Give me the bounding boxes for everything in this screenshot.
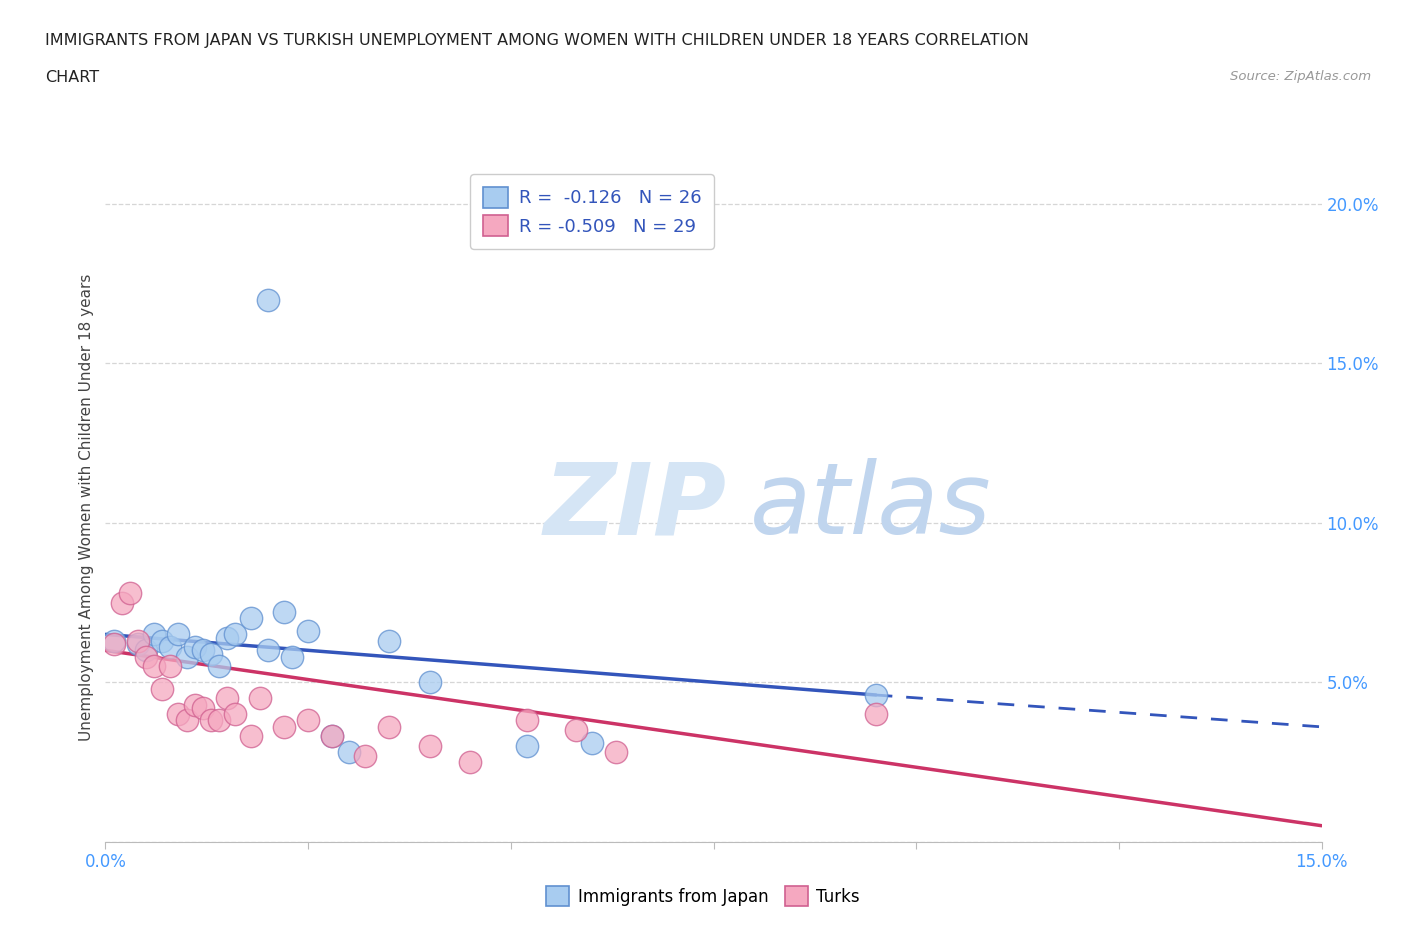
Point bbox=[224, 627, 246, 642]
Point bbox=[208, 713, 231, 728]
Point bbox=[378, 720, 401, 735]
Legend: Immigrants from Japan, Turks: Immigrants from Japan, Turks bbox=[540, 880, 866, 912]
Point bbox=[167, 627, 190, 642]
Text: IMMIGRANTS FROM JAPAN VS TURKISH UNEMPLOYMENT AMONG WOMEN WITH CHILDREN UNDER 18: IMMIGRANTS FROM JAPAN VS TURKISH UNEMPLO… bbox=[45, 33, 1029, 47]
Point bbox=[865, 707, 887, 722]
Point bbox=[191, 643, 214, 658]
Point bbox=[143, 658, 166, 673]
Point bbox=[183, 640, 205, 655]
Point bbox=[273, 720, 295, 735]
Point bbox=[354, 748, 377, 763]
Point bbox=[103, 636, 125, 651]
Point bbox=[337, 745, 360, 760]
Point bbox=[208, 658, 231, 673]
Point bbox=[135, 643, 157, 658]
Point bbox=[143, 627, 166, 642]
Point bbox=[516, 738, 538, 753]
Point bbox=[249, 691, 271, 706]
Point bbox=[217, 691, 239, 706]
Point bbox=[281, 649, 304, 664]
Point bbox=[135, 649, 157, 664]
Point bbox=[217, 631, 239, 645]
Point bbox=[516, 713, 538, 728]
Legend: R =  -0.126   N = 26, R = -0.509   N = 29: R = -0.126 N = 26, R = -0.509 N = 29 bbox=[470, 175, 714, 248]
Point bbox=[191, 700, 214, 715]
Point bbox=[256, 292, 278, 307]
Point bbox=[224, 707, 246, 722]
Point bbox=[150, 681, 173, 696]
Point bbox=[176, 713, 198, 728]
Point bbox=[297, 624, 319, 639]
Point bbox=[256, 643, 278, 658]
Point bbox=[297, 713, 319, 728]
Point bbox=[419, 675, 441, 690]
Text: CHART: CHART bbox=[45, 70, 98, 85]
Point bbox=[321, 729, 343, 744]
Point bbox=[127, 636, 149, 651]
Point bbox=[183, 698, 205, 712]
Point bbox=[200, 646, 222, 661]
Point bbox=[321, 729, 343, 744]
Point bbox=[111, 595, 134, 610]
Point bbox=[458, 754, 481, 769]
Point bbox=[605, 745, 627, 760]
Point bbox=[378, 633, 401, 648]
Point bbox=[419, 738, 441, 753]
Text: atlas: atlas bbox=[749, 458, 991, 555]
Point bbox=[103, 633, 125, 648]
Y-axis label: Unemployment Among Women with Children Under 18 years: Unemployment Among Women with Children U… bbox=[79, 273, 94, 740]
Point bbox=[273, 604, 295, 619]
Point bbox=[564, 723, 586, 737]
Text: ZIP: ZIP bbox=[543, 458, 727, 555]
Point bbox=[159, 640, 181, 655]
Point bbox=[865, 687, 887, 702]
Point bbox=[581, 736, 603, 751]
Point bbox=[240, 729, 263, 744]
Point bbox=[240, 611, 263, 626]
Point bbox=[127, 633, 149, 648]
Point bbox=[150, 633, 173, 648]
Point bbox=[176, 649, 198, 664]
Point bbox=[167, 707, 190, 722]
Point bbox=[118, 586, 141, 601]
Point bbox=[159, 658, 181, 673]
Point bbox=[200, 713, 222, 728]
Text: Source: ZipAtlas.com: Source: ZipAtlas.com bbox=[1230, 70, 1371, 83]
